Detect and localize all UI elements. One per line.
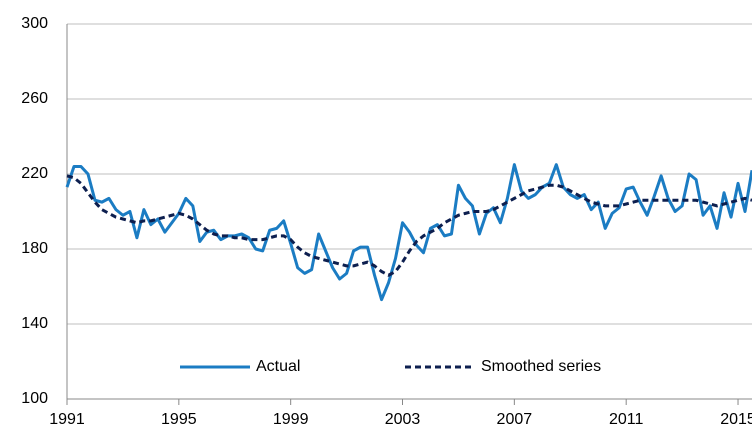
legend-label: Actual	[256, 358, 300, 375]
x-tick-label: 1995	[161, 411, 197, 428]
series-line	[65, 163, 752, 302]
y-tick-label: 260	[21, 90, 48, 107]
x-tick-label: 1999	[273, 411, 309, 428]
series-line	[66, 174, 752, 277]
x-tick-label: 2007	[497, 411, 533, 428]
x-tick-label: 2011	[609, 411, 644, 428]
y-tick-label: 220	[21, 165, 48, 182]
y-tick-label: 180	[21, 240, 48, 257]
legend-label: Smoothed series	[481, 358, 601, 375]
y-tick-label: 140	[21, 315, 48, 332]
y-tick-label: 300	[21, 15, 48, 32]
x-tick-label: 2003	[385, 411, 421, 428]
x-tick-label: 1991	[49, 411, 85, 428]
y-tick-label: 100	[21, 390, 48, 407]
x-tick-label: 2015	[720, 411, 752, 428]
